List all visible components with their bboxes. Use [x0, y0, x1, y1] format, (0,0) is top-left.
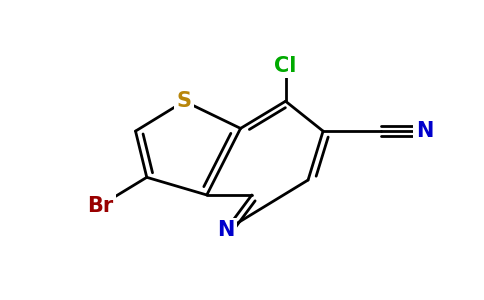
Text: N: N [416, 121, 433, 141]
Text: Br: Br [87, 196, 113, 216]
Text: N: N [217, 220, 234, 240]
Text: S: S [177, 91, 192, 111]
Text: Cl: Cl [274, 56, 297, 76]
